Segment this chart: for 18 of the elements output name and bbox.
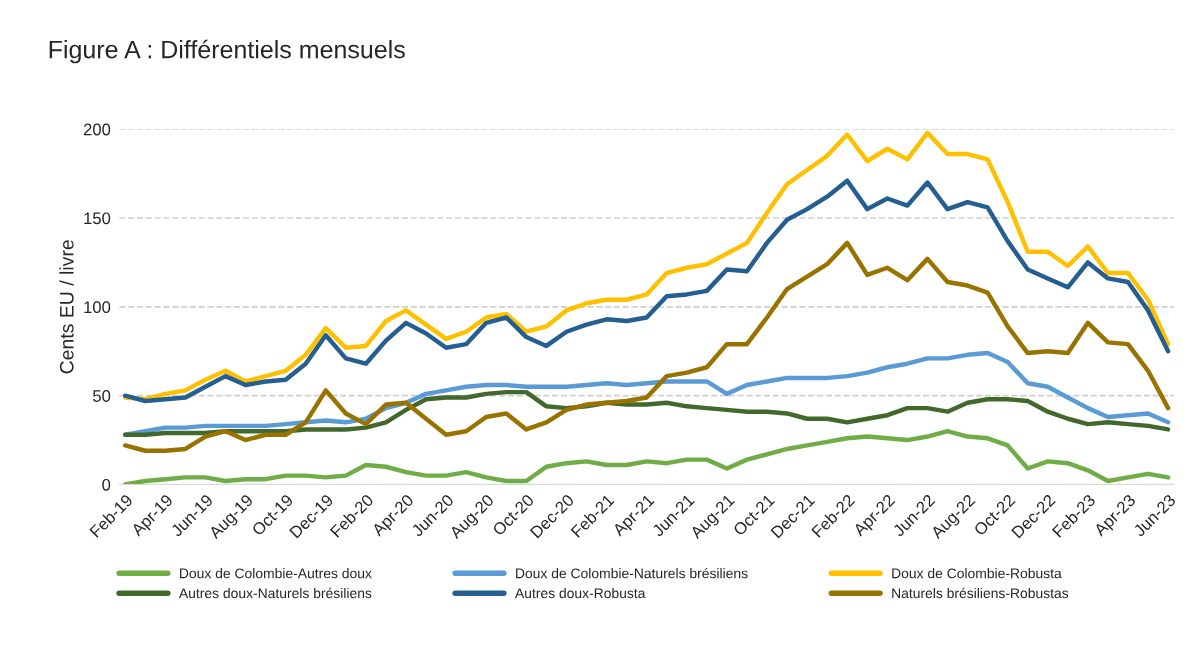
chart-title: Figure A : Différentiels mensuels [49,39,405,64]
line-series [123,240,1171,453]
legend-label: Autres doux-Robusta [514,587,646,599]
y-tick-label: 150 [84,212,111,225]
y-tick-label: 100 [84,301,111,314]
y-tick-label: 0 [102,478,111,491]
line-series [123,428,1171,485]
legend-label: Doux de Colombie-Robusta [892,568,1062,579]
line-series [123,389,1171,437]
legend-label: Autres doux-Naturels brésiliens [178,587,372,599]
line-series [123,130,1171,402]
y-tick-label: 50 [93,390,111,402]
y-tick-label: 200 [83,123,111,136]
legend-label: Doux de Colombie-Naturels brésiliens [516,567,748,579]
legend-label: Naturels brésiliens-Robustas [892,587,1069,599]
line-series [123,178,1171,404]
legend-label: Doux de Colombie-Autres doux [180,568,372,579]
y-axis-title: Cents EU / livre [59,240,74,374]
